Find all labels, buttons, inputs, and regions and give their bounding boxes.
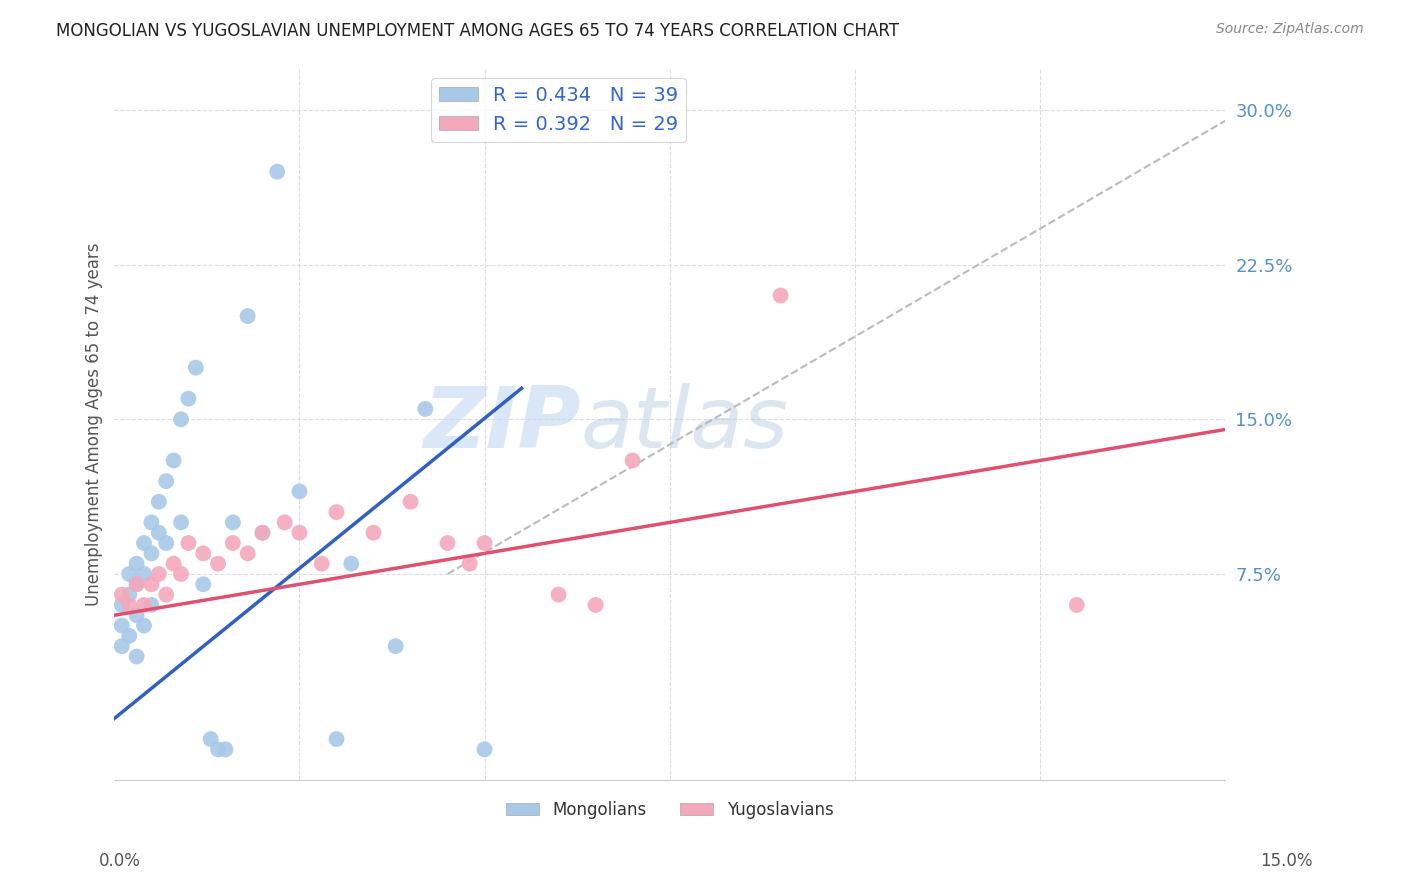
Point <box>162 557 184 571</box>
Point <box>141 546 163 560</box>
Point <box>148 525 170 540</box>
Point <box>162 453 184 467</box>
Text: MONGOLIAN VS YUGOSLAVIAN UNEMPLOYMENT AMONG AGES 65 TO 74 YEARS CORRELATION CHAR: MONGOLIAN VS YUGOSLAVIAN UNEMPLOYMENT AM… <box>56 22 900 40</box>
Point <box>325 732 347 747</box>
Point <box>111 618 134 632</box>
Point <box>200 732 222 747</box>
Point <box>222 536 245 550</box>
Point <box>288 525 311 540</box>
Text: ZIP: ZIP <box>423 383 581 466</box>
Point <box>155 536 177 550</box>
Point <box>193 546 215 560</box>
Text: 15.0%: 15.0% <box>1260 852 1313 870</box>
Point <box>222 516 245 530</box>
Point <box>170 566 193 581</box>
Text: atlas: atlas <box>581 383 789 466</box>
Point <box>132 536 155 550</box>
Point <box>155 474 177 488</box>
Point <box>125 608 148 623</box>
Point <box>547 588 569 602</box>
Point <box>177 392 200 406</box>
Point <box>273 516 295 530</box>
Point <box>184 360 207 375</box>
Point <box>399 495 422 509</box>
Y-axis label: Unemployment Among Ages 65 to 74 years: Unemployment Among Ages 65 to 74 years <box>86 243 103 607</box>
Point <box>148 566 170 581</box>
Point <box>193 577 215 591</box>
Point <box>415 401 437 416</box>
Point <box>155 588 177 602</box>
Point <box>288 484 311 499</box>
Point <box>170 516 193 530</box>
Text: 0.0%: 0.0% <box>98 852 141 870</box>
Point <box>474 536 496 550</box>
Legend: Mongolians, Yugoslavians: Mongolians, Yugoslavians <box>499 794 841 825</box>
Point <box>141 598 163 612</box>
Point <box>118 629 141 643</box>
Point <box>141 577 163 591</box>
Point <box>585 598 607 612</box>
Point <box>125 649 148 664</box>
Point <box>141 516 163 530</box>
Point <box>125 577 148 591</box>
Point <box>125 557 148 571</box>
Point <box>769 288 792 302</box>
Point <box>363 525 385 540</box>
Point <box>207 557 229 571</box>
Point <box>118 598 141 612</box>
Point <box>132 618 155 632</box>
Point <box>207 742 229 756</box>
Point <box>436 536 458 550</box>
Point <box>311 557 333 571</box>
Point <box>125 577 148 591</box>
Point <box>111 639 134 653</box>
Point <box>252 525 274 540</box>
Point <box>170 412 193 426</box>
Point <box>118 588 141 602</box>
Text: Source: ZipAtlas.com: Source: ZipAtlas.com <box>1216 22 1364 37</box>
Point <box>474 742 496 756</box>
Point <box>384 639 406 653</box>
Point <box>236 546 259 560</box>
Point <box>111 588 134 602</box>
Point <box>458 557 481 571</box>
Point <box>111 598 134 612</box>
Point <box>325 505 347 519</box>
Point <box>148 495 170 509</box>
Point <box>621 453 644 467</box>
Point <box>214 742 236 756</box>
Point <box>252 525 274 540</box>
Point <box>340 557 363 571</box>
Point <box>236 309 259 323</box>
Point <box>1066 598 1088 612</box>
Point <box>177 536 200 550</box>
Point <box>266 164 288 178</box>
Point <box>132 566 155 581</box>
Point <box>132 598 155 612</box>
Point <box>118 566 141 581</box>
